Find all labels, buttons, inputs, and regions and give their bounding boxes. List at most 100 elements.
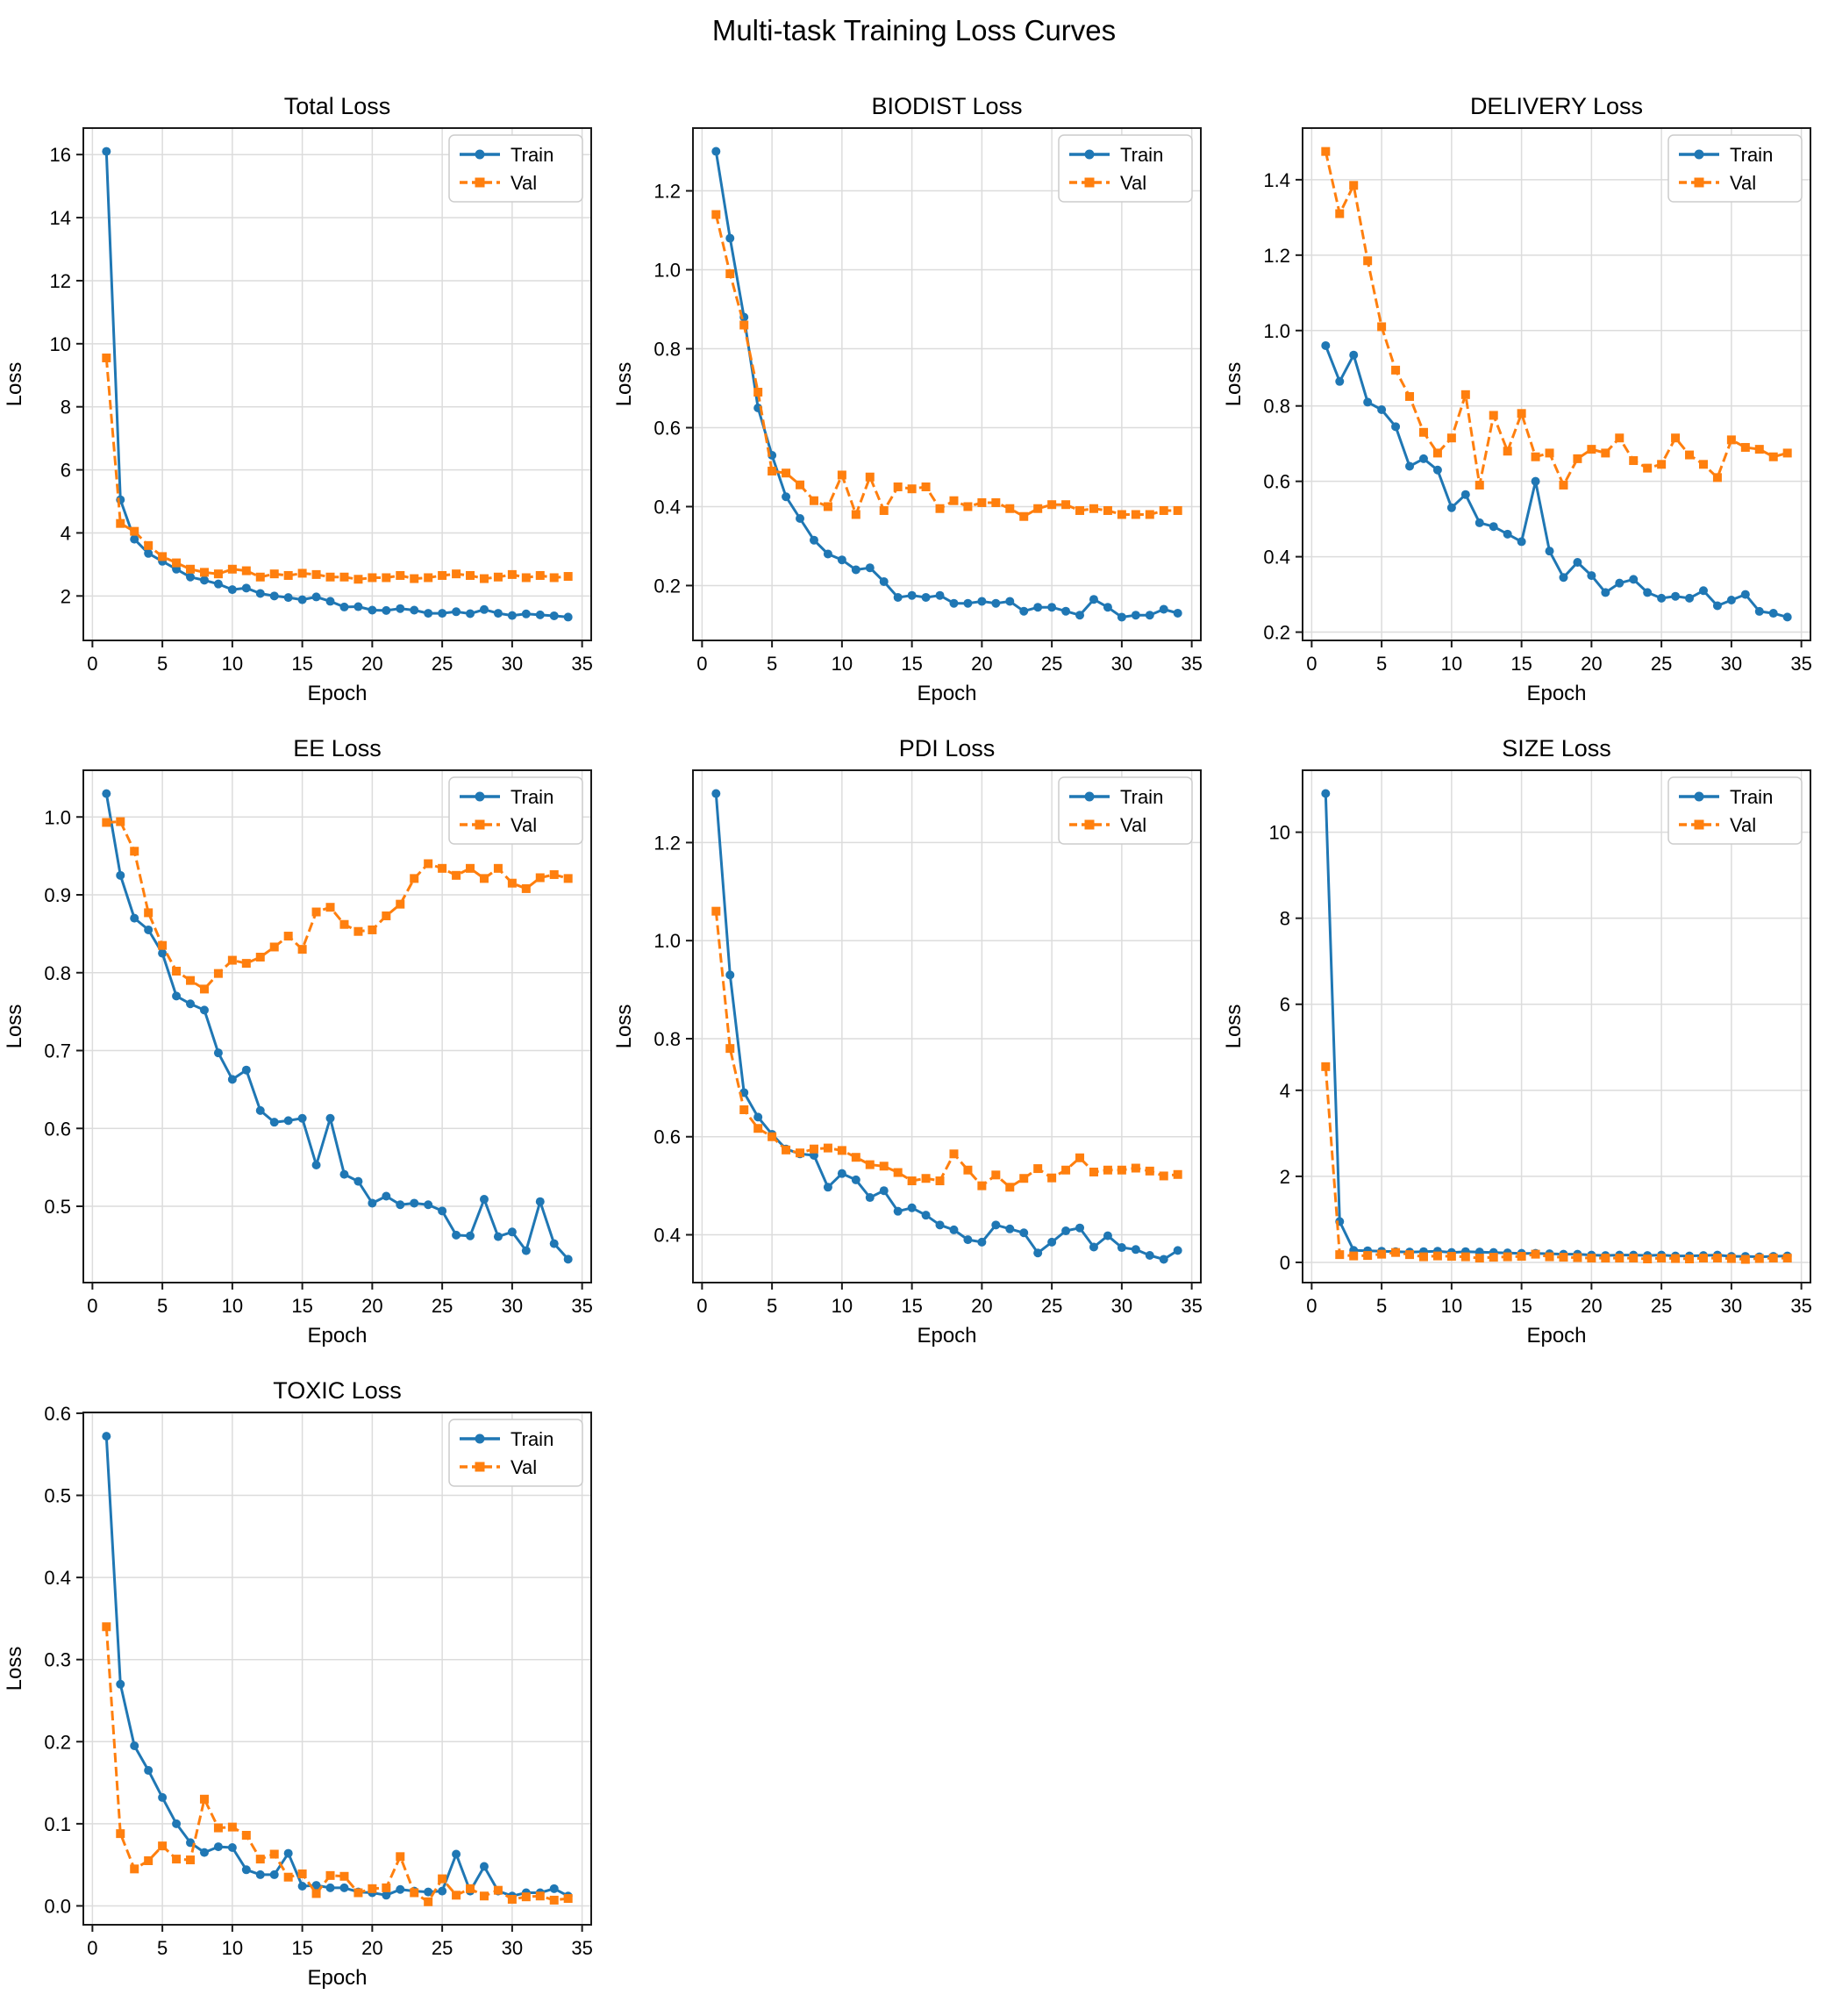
grid-lines <box>83 770 591 1283</box>
x-axis-ticks: 0 5 10 15 20 25 30 35 <box>87 1283 593 1317</box>
svg-text:25: 25 <box>1041 653 1062 675</box>
y-axis-ticks: 2 4 6 8 10 12 14 16 <box>50 144 83 607</box>
x-axis-label: Epoch <box>1526 682 1586 705</box>
val-series <box>1321 147 1792 490</box>
legend: Train Val <box>1667 776 1803 845</box>
svg-text:10: 10 <box>832 653 853 675</box>
svg-text:4: 4 <box>61 522 71 544</box>
subplot-title: Total Loss <box>284 93 391 119</box>
svg-text:30: 30 <box>502 1937 523 1959</box>
legend-label-val: Val <box>511 1456 537 1478</box>
train-series <box>102 789 573 1264</box>
subplot-grid: 0 5 10 15 20 25 30 35 2 4 6 8 10 12 14 16 Epoch Loss Total… <box>0 88 1828 2014</box>
svg-text:0.2: 0.2 <box>653 575 681 597</box>
grid-lines <box>693 770 1201 1283</box>
svg-text:25: 25 <box>432 653 453 675</box>
x-axis-ticks: 0 5 10 15 20 25 30 35 <box>696 1283 1203 1317</box>
grid-lines <box>1303 770 1810 1283</box>
svg-text:12: 12 <box>50 270 71 292</box>
chart-size-loss: 0 5 10 15 20 25 30 35 0 2 4 6 8 10 Epoch Loss SIZE Loss T… <box>1222 735 1812 1348</box>
axes-frame <box>82 769 592 1283</box>
grid-lines <box>83 128 591 640</box>
svg-text:10: 10 <box>1441 653 1462 675</box>
x-axis-label: Epoch <box>917 1324 976 1348</box>
svg-text:0.6: 0.6 <box>44 1403 71 1425</box>
svg-text:0.8: 0.8 <box>1263 396 1290 418</box>
svg-text:30: 30 <box>1111 653 1132 675</box>
svg-text:35: 35 <box>571 1937 592 1959</box>
svg-text:35: 35 <box>1790 653 1811 675</box>
svg-text:25: 25 <box>1651 1295 1672 1317</box>
train-series <box>1321 789 1792 1262</box>
legend-label-val: Val <box>1730 814 1756 836</box>
svg-text:5: 5 <box>1376 653 1387 675</box>
svg-text:5: 5 <box>157 653 168 675</box>
legend-label-train: Train <box>511 1428 553 1450</box>
svg-text:0: 0 <box>696 1295 707 1317</box>
y-axis-ticks: 0.4 0.6 0.8 1.0 1.2 <box>653 832 693 1247</box>
y-axis-label: Loss <box>612 362 636 407</box>
svg-text:1.2: 1.2 <box>1263 245 1290 267</box>
x-axis-ticks: 0 5 10 15 20 25 30 35 <box>1306 640 1812 675</box>
legend-label-train: Train <box>511 144 553 166</box>
svg-text:15: 15 <box>901 653 922 675</box>
legend-label-val: Val <box>1730 172 1756 194</box>
svg-text:0.6: 0.6 <box>1263 471 1290 493</box>
x-axis-label: Epoch <box>307 1966 367 1990</box>
svg-text:10: 10 <box>832 1295 853 1317</box>
subplot-title: TOXIC Loss <box>273 1377 402 1404</box>
subplot-pdi-loss: 0 5 10 15 20 25 30 35 0.4 0.6 0.8 1.0 1.2 Epoch Loss PD… <box>610 730 1219 1372</box>
y-axis-ticks: 0.5 0.6 0.7 0.8 0.9 1.0 <box>44 806 83 1218</box>
svg-text:0.4: 0.4 <box>653 1225 681 1247</box>
svg-text:20: 20 <box>361 1937 382 1959</box>
svg-text:10: 10 <box>1269 822 1290 844</box>
svg-text:25: 25 <box>432 1937 453 1959</box>
legend: Train Val <box>448 134 583 203</box>
train-series <box>102 1432 573 1901</box>
svg-text:0: 0 <box>87 1295 97 1317</box>
chart-ee-loss: 0 5 10 15 20 25 30 35 0.5 0.6 0.7 0.8 0.9 1.0 Epoch Los… <box>3 735 593 1348</box>
val-series <box>102 353 573 584</box>
svg-text:30: 30 <box>1721 653 1742 675</box>
legend-label-val: Val <box>1120 814 1146 836</box>
svg-text:30: 30 <box>1111 1295 1132 1317</box>
svg-text:0.6: 0.6 <box>653 1126 681 1148</box>
axes-frame <box>1302 769 1811 1283</box>
legend-label-train: Train <box>1730 786 1773 808</box>
svg-text:15: 15 <box>1510 653 1532 675</box>
svg-text:16: 16 <box>50 144 71 166</box>
axes-frame <box>1302 127 1811 641</box>
svg-text:0: 0 <box>87 1937 97 1959</box>
svg-text:10: 10 <box>222 653 243 675</box>
svg-text:20: 20 <box>361 1295 382 1317</box>
val-series <box>102 817 573 994</box>
x-axis-ticks: 0 5 10 15 20 25 30 35 <box>87 1925 593 1959</box>
chart-pdi-loss: 0 5 10 15 20 25 30 35 0.4 0.6 0.8 1.0 1.2 Epoch Loss PD… <box>612 735 1203 1348</box>
svg-text:0: 0 <box>87 653 97 675</box>
chart-biodist-loss: 0 5 10 15 20 25 30 35 0.2 0.4 0.6 0.8 1.0 1.2 Epoch Los… <box>612 93 1203 705</box>
svg-text:15: 15 <box>291 1937 312 1959</box>
svg-text:30: 30 <box>502 1295 523 1317</box>
subplot-title: DELIVERY Loss <box>1470 93 1643 119</box>
svg-text:30: 30 <box>1721 1295 1742 1317</box>
svg-text:35: 35 <box>571 1295 592 1317</box>
svg-text:0.7: 0.7 <box>44 1040 71 1062</box>
svg-text:25: 25 <box>1651 653 1672 675</box>
legend: Train Val <box>448 1419 583 1487</box>
subplot-ee-loss: 0 5 10 15 20 25 30 35 0.5 0.6 0.7 0.8 0.9 1.0 Epoch Los… <box>0 730 610 1372</box>
chart-toxic-loss: 0 5 10 15 20 25 30 35 0.0 0.1 0.2 0.3 0.4 0.5 0.6 Epoch… <box>3 1377 593 1990</box>
x-axis-ticks: 0 5 10 15 20 25 30 35 <box>87 640 593 675</box>
svg-text:0.6: 0.6 <box>653 417 681 439</box>
svg-text:5: 5 <box>767 653 777 675</box>
train-series <box>711 147 1182 622</box>
grid-lines <box>693 128 1201 640</box>
svg-text:0: 0 <box>1306 1295 1317 1317</box>
legend: Train Val <box>1058 134 1193 203</box>
svg-text:0.6: 0.6 <box>44 1118 71 1140</box>
svg-text:10: 10 <box>222 1295 243 1317</box>
grid-lines <box>1303 128 1810 640</box>
axes-frame <box>692 769 1202 1283</box>
chart-delivery-loss: 0 5 10 15 20 25 30 35 0.2 0.4 0.6 0.8 1.0 1.2 1.4 Epoch… <box>1222 93 1812 705</box>
svg-text:2: 2 <box>61 585 71 607</box>
svg-text:20: 20 <box>1581 653 1602 675</box>
